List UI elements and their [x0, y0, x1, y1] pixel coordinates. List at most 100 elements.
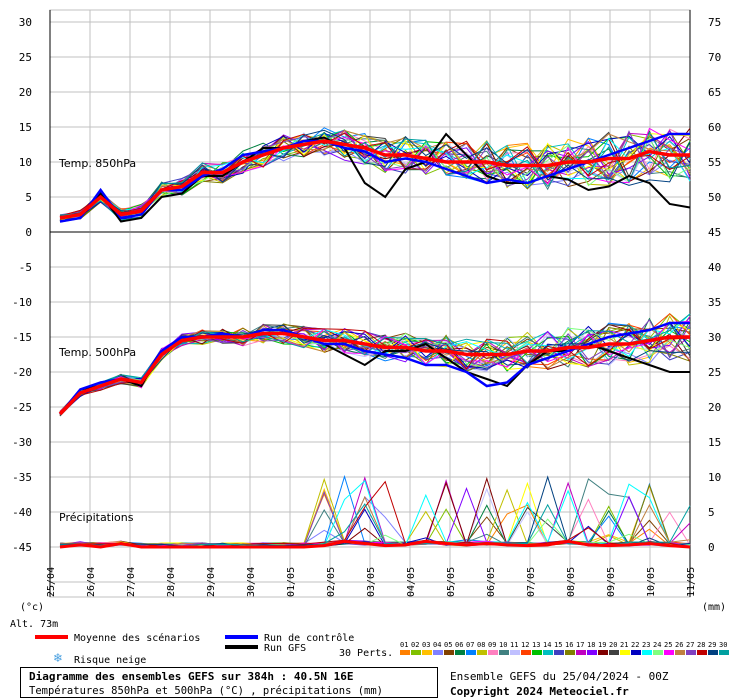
- left-tick-label: -40: [12, 506, 32, 519]
- pert-swatch: [521, 650, 531, 655]
- right-tick-label: 25: [708, 366, 721, 379]
- pert-number: 09: [488, 641, 496, 649]
- pert-line-precip: [59, 487, 691, 548]
- pert-number: 04: [433, 641, 441, 649]
- pert-swatch: [620, 650, 630, 655]
- pert-swatch: [499, 650, 509, 655]
- right-tick-label: 50: [708, 191, 721, 204]
- legend-control-label: Run de contrôle: [264, 632, 354, 644]
- pert-number: 20: [609, 641, 617, 649]
- left-tick-label: 25: [19, 51, 32, 64]
- pert-number: 11: [510, 641, 518, 649]
- left-tick-label: 15: [19, 121, 32, 134]
- legend-snow-label: Risque neige: [74, 655, 146, 666]
- pert-number: 10: [499, 641, 507, 649]
- pert-swatch: [708, 650, 718, 655]
- legend-mean-label: Moyenne des scénarios: [74, 632, 200, 644]
- right-tick-label: 65: [708, 86, 721, 99]
- right-tick-label: 70: [708, 51, 721, 64]
- pert-number: 24: [653, 641, 661, 649]
- pert-number: 17: [576, 641, 584, 649]
- pert-swatch: [422, 650, 432, 655]
- pert-line-850: [59, 134, 691, 222]
- x-tick-label: 07/05: [526, 567, 537, 597]
- pert-number: 27: [686, 641, 694, 649]
- right-tick-label: 75: [708, 16, 721, 29]
- main-series: [58, 132, 691, 549]
- pert-line-850: [59, 132, 691, 216]
- footer-title: Diagramme des ensembles GEFS sur 384h : …: [29, 670, 354, 683]
- altitude-label: Alt. 73m: [10, 619, 58, 630]
- pert-swatch: [543, 650, 553, 655]
- pert-number: 28: [697, 641, 705, 649]
- pert-line-850: [59, 129, 691, 218]
- pert-number: 19: [598, 641, 606, 649]
- legend-gfs-label: Run GFS: [264, 643, 306, 654]
- copyright: Copyright 2024 Meteociel.fr: [450, 685, 629, 698]
- left-axis-ticks: 30 25 20 15 10 5 0 -5 -10 -15 -20 -25 -30 -35 -40 -45: [12, 16, 32, 554]
- x-tick-label: 25/04: [46, 567, 57, 597]
- x-tick-label: 30/04: [246, 567, 257, 597]
- legend: Moyenne des scénarios Run de contrôle Ru…: [35, 632, 729, 666]
- right-tick-label: 35: [708, 296, 721, 309]
- x-tick-label: 05/05: [446, 567, 457, 597]
- footer-subtitle: Températures 850hPa et 500hPa (°C) , pré…: [29, 685, 384, 697]
- right-tick-label: 10: [708, 471, 721, 484]
- pert-number: 21: [620, 641, 628, 649]
- pert-swatch: [455, 650, 465, 655]
- x-tick-label: 27/04: [126, 567, 137, 597]
- pert-number: 23: [642, 641, 650, 649]
- pert-number: 15: [554, 641, 562, 649]
- x-axis-ticks: 25/04 26/04 27/04 28/04 29/04 30/04 01/05 02/05…: [46, 567, 697, 597]
- pert-swatch: [697, 650, 707, 655]
- left-tick-label: -45: [12, 541, 32, 554]
- x-tick-label: 29/04: [206, 567, 217, 597]
- pert-swatch: [587, 650, 597, 655]
- pert-swatch: [488, 650, 498, 655]
- pert-number: 12: [521, 641, 529, 649]
- left-tick-label: -20: [12, 366, 32, 379]
- pert-swatch: [598, 650, 608, 655]
- left-tick-label: 5: [25, 191, 32, 204]
- snowflake-icon: ❄: [53, 651, 63, 665]
- pert-legend: 01 02 03 04 05 06 07 08 09 10 11 12 13 14 15 16 17 18 19 20…: [400, 641, 729, 655]
- pert-swatch: [664, 650, 674, 655]
- pert-swatch: [565, 650, 575, 655]
- pert-number: 18: [587, 641, 595, 649]
- panel-label-precip: Précipitations: [59, 511, 134, 524]
- right-tick-label: 0: [708, 541, 715, 554]
- left-tick-label: -15: [12, 331, 32, 344]
- left-tick-label: 0: [25, 226, 32, 239]
- left-tick-label: -30: [12, 436, 32, 449]
- pert-number: 26: [675, 641, 683, 649]
- panel-label-850: Temp. 850hPa: [58, 157, 136, 170]
- x-tick-label: 28/04: [166, 567, 177, 597]
- pert-line-850: [59, 130, 691, 217]
- mean-line-850: [59, 139, 690, 220]
- pert-line-850: [59, 129, 691, 221]
- pert-number: 14: [543, 641, 551, 649]
- pert-swatch: [554, 650, 564, 655]
- x-tick-label: 26/04: [86, 567, 97, 597]
- pert-swatch: [433, 650, 443, 655]
- mean-line-500: [58, 331, 690, 416]
- pert-number: 01: [400, 641, 408, 649]
- pert-number: 22: [631, 641, 639, 649]
- right-tick-label: 20: [708, 401, 721, 414]
- left-tick-label: -25: [12, 401, 32, 414]
- pert-number: 02: [411, 641, 419, 649]
- left-tick-label: 30: [19, 16, 32, 29]
- pert-swatch: [532, 650, 542, 655]
- legend-perts-label: 30 Perts.: [339, 648, 393, 659]
- left-tick-label: 10: [19, 156, 32, 169]
- x-tick-label: 06/05: [486, 567, 497, 597]
- gfs-line-850: [59, 132, 691, 223]
- pert-number: 03: [422, 641, 430, 649]
- pert-number: 05: [444, 641, 452, 649]
- pert-swatch: [609, 650, 619, 655]
- right-tick-label: 15: [708, 436, 721, 449]
- pert-line-precip: [59, 486, 691, 547]
- control-line-850: [59, 132, 690, 223]
